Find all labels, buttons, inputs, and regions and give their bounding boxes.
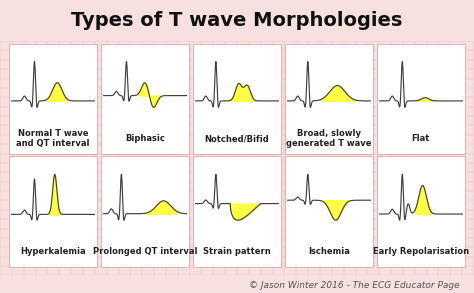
Text: Prolonged QT interval: Prolonged QT interval (93, 247, 197, 256)
Text: Hyperkalemia: Hyperkalemia (20, 247, 86, 256)
Text: Broad, slowly
generated T wave: Broad, slowly generated T wave (286, 129, 372, 148)
Text: Normal T wave
and QT interval: Normal T wave and QT interval (16, 129, 90, 148)
Text: Types of T wave Morphologies: Types of T wave Morphologies (71, 11, 403, 30)
Text: Ischemia: Ischemia (308, 247, 350, 256)
Text: Notched/Bifid: Notched/Bifid (205, 134, 269, 143)
Text: Strain pattern: Strain pattern (203, 247, 271, 256)
Text: Flat: Flat (412, 134, 430, 143)
Text: Biphasic: Biphasic (125, 134, 165, 143)
Text: © Jason Winter 2016 - The ECG Educator Page: © Jason Winter 2016 - The ECG Educator P… (249, 281, 460, 290)
Text: Early Repolarisation: Early Repolarisation (373, 247, 469, 256)
